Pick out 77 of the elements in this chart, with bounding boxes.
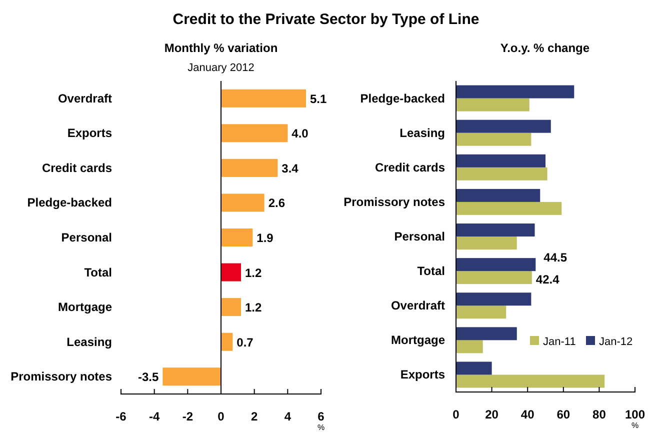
y-tick-label: Total <box>417 264 445 278</box>
y-tick-label: Pledge-backed <box>27 196 112 210</box>
x-tick-label: 20 <box>485 408 499 422</box>
x-tick-label: 80 <box>592 408 606 422</box>
x-tick-label: 2 <box>250 410 258 424</box>
text: January 2012 <box>188 62 254 74</box>
bar <box>456 306 506 319</box>
bar <box>456 85 574 98</box>
data-label: 4.0 <box>292 126 309 141</box>
chart-title: Credit to the Private Sector by Type of Line <box>172 11 480 28</box>
chart-title: Y.o.y. % change <box>500 41 590 55</box>
x-tick-label: -4 <box>148 410 160 424</box>
bar <box>221 124 288 142</box>
bar <box>456 236 517 250</box>
y-tick-label: Personal <box>61 230 112 244</box>
y-tick-label: Leasing <box>400 126 445 140</box>
y-tick-label: Promissory notes <box>10 370 112 384</box>
bar <box>456 154 546 168</box>
legend-label: Jan-11 <box>543 336 576 348</box>
bar <box>456 132 532 146</box>
chart-subtitle: Monthly % variation <box>164 41 278 55</box>
data-label: 1.2 <box>245 300 262 315</box>
bar <box>456 167 548 180</box>
data-label: 44.5 <box>544 250 568 265</box>
bar <box>221 194 264 212</box>
x-tick-label: 40 <box>520 408 535 422</box>
x-tick-label: 100 <box>624 408 646 422</box>
y-tick-label: Promissory notes <box>344 194 446 209</box>
bar <box>456 362 492 375</box>
bar <box>456 224 535 236</box>
y-tick-label: Leasing <box>66 334 112 349</box>
x-tick-label: 6 <box>318 410 325 424</box>
bar <box>456 271 532 284</box>
x-tick-label: 60 <box>556 408 570 422</box>
y-tick-label: Credit cards <box>374 160 446 174</box>
bar <box>456 327 517 340</box>
x-tick-label: -6 <box>116 410 127 424</box>
y-tick-label: Pledge-backed <box>360 91 445 106</box>
bar <box>221 263 241 282</box>
bar <box>221 298 241 316</box>
data-label: 1.9 <box>256 231 274 245</box>
bar <box>456 98 530 112</box>
bar <box>456 258 536 272</box>
bar <box>221 228 253 246</box>
x-tick-label: 0 <box>452 408 460 422</box>
bar <box>221 89 306 108</box>
data-label: 5.1 <box>310 92 328 106</box>
data-label: 2.6 <box>268 196 286 210</box>
data-label: -3.5 <box>138 370 159 384</box>
y-tick-label: Exports <box>400 368 446 382</box>
y-tick-label: Mortgage <box>58 300 112 314</box>
bar <box>456 202 562 215</box>
y-tick-label: Personal <box>394 230 445 244</box>
data-label: 0.7 <box>236 335 254 350</box>
x-tick-label: 0 <box>218 410 225 424</box>
y-tick-label: Exports <box>67 126 112 140</box>
bar <box>162 368 221 386</box>
bar <box>456 340 483 354</box>
y-tick-label: Total <box>84 265 112 280</box>
data-label: 42.4 <box>536 272 560 287</box>
legend-label: Jan-12 <box>599 336 633 348</box>
x-axis-title: % <box>317 423 325 432</box>
bar <box>221 158 278 177</box>
data-label: 1.2 <box>245 266 262 280</box>
bar <box>456 374 605 388</box>
y-tick-label: Mortgage <box>391 333 446 348</box>
x-tick-label: 4 <box>284 410 292 424</box>
y-tick-label: Credit cards <box>42 160 112 175</box>
bar <box>221 332 233 351</box>
bar <box>456 120 551 133</box>
y-tick-label: Overdraft <box>58 91 112 106</box>
data-label: 3.4 <box>282 161 299 176</box>
bar <box>456 188 540 202</box>
x-tick-label: -2 <box>182 410 194 424</box>
x-axis-title: % <box>631 421 639 430</box>
y-tick-label: Overdraft <box>390 298 445 313</box>
bar <box>456 292 532 306</box>
